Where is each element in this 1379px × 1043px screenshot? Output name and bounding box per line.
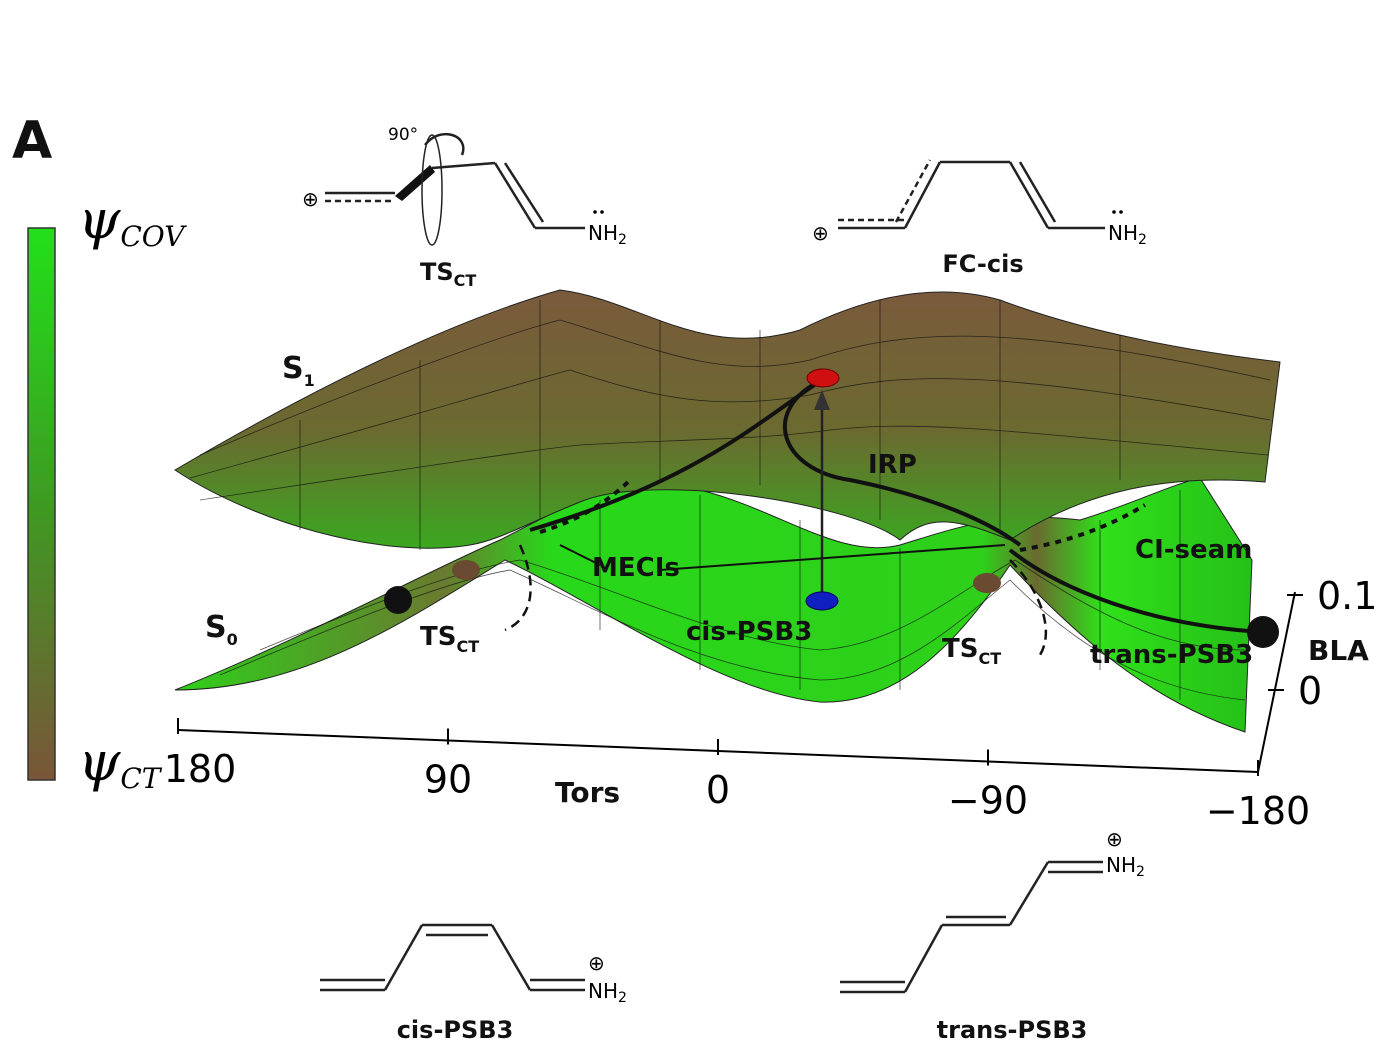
bla-tick-label: 0 [1298, 669, 1322, 713]
amine-group: NH2 [1106, 853, 1145, 880]
fc-marker [807, 369, 839, 387]
colorbar-bottom-label: ψCT [78, 730, 163, 795]
charge: ⊕ [302, 187, 319, 211]
bla-tick-label: 0.1 [1317, 574, 1377, 618]
tors-tick-label: 180 [164, 747, 237, 791]
molecule-label: FC-cis [942, 250, 1023, 278]
molecule-label: TSCT [420, 258, 476, 290]
min-marker [384, 586, 412, 614]
ci-seam-label: CI-seam [1135, 535, 1252, 565]
molecule-cis [320, 925, 585, 990]
ts-marker [452, 560, 480, 580]
colorbar [28, 228, 55, 780]
colorbar-top-label: ψCOV [78, 188, 187, 253]
cis-label: cis-PSB3 [686, 617, 812, 647]
torsion-angle: 90° [388, 125, 418, 145]
molecule-fc-cis [838, 160, 1105, 228]
ts-marker [973, 573, 1001, 593]
tors-tick-label: −180 [1206, 789, 1310, 833]
molecule-trans [840, 862, 1103, 992]
trans-label: trans-PSB3 [1090, 640, 1253, 670]
panel-label: A [12, 111, 52, 171]
ts-right-label: TSCT [942, 634, 1001, 668]
tors-tick-label: −90 [948, 779, 1028, 823]
s1-label: S1 [282, 351, 315, 390]
tors-tick-label: 90 [424, 758, 472, 802]
charge: ⊕ [1106, 827, 1123, 851]
charge: ⊕ [588, 951, 605, 975]
cis-marker [806, 592, 838, 610]
molecule-label: cis-PSB3 [397, 1016, 514, 1043]
irp-label: IRP [868, 450, 917, 480]
s0-label: S0 [205, 610, 238, 649]
meci-label: MECIs [592, 553, 680, 583]
amine-group: NH2 [1108, 221, 1147, 248]
tors-tick-label: 0 [706, 768, 730, 812]
tors-title: Tors [555, 776, 620, 809]
charge: ⊕ [812, 221, 829, 245]
amine-group: NH2 [588, 979, 627, 1006]
molecule-ts [325, 134, 585, 245]
amine-group: NH2 [588, 221, 627, 248]
figure: A ψCOV ψCT 90° ⊕ NH2 TSCT ⊕ NH2 FC-cis S… [0, 0, 1379, 1043]
bla-title: BLA [1308, 634, 1369, 667]
molecule-label: trans-PSB3 [937, 1016, 1088, 1043]
ts-left-label: TSCT [420, 622, 479, 656]
